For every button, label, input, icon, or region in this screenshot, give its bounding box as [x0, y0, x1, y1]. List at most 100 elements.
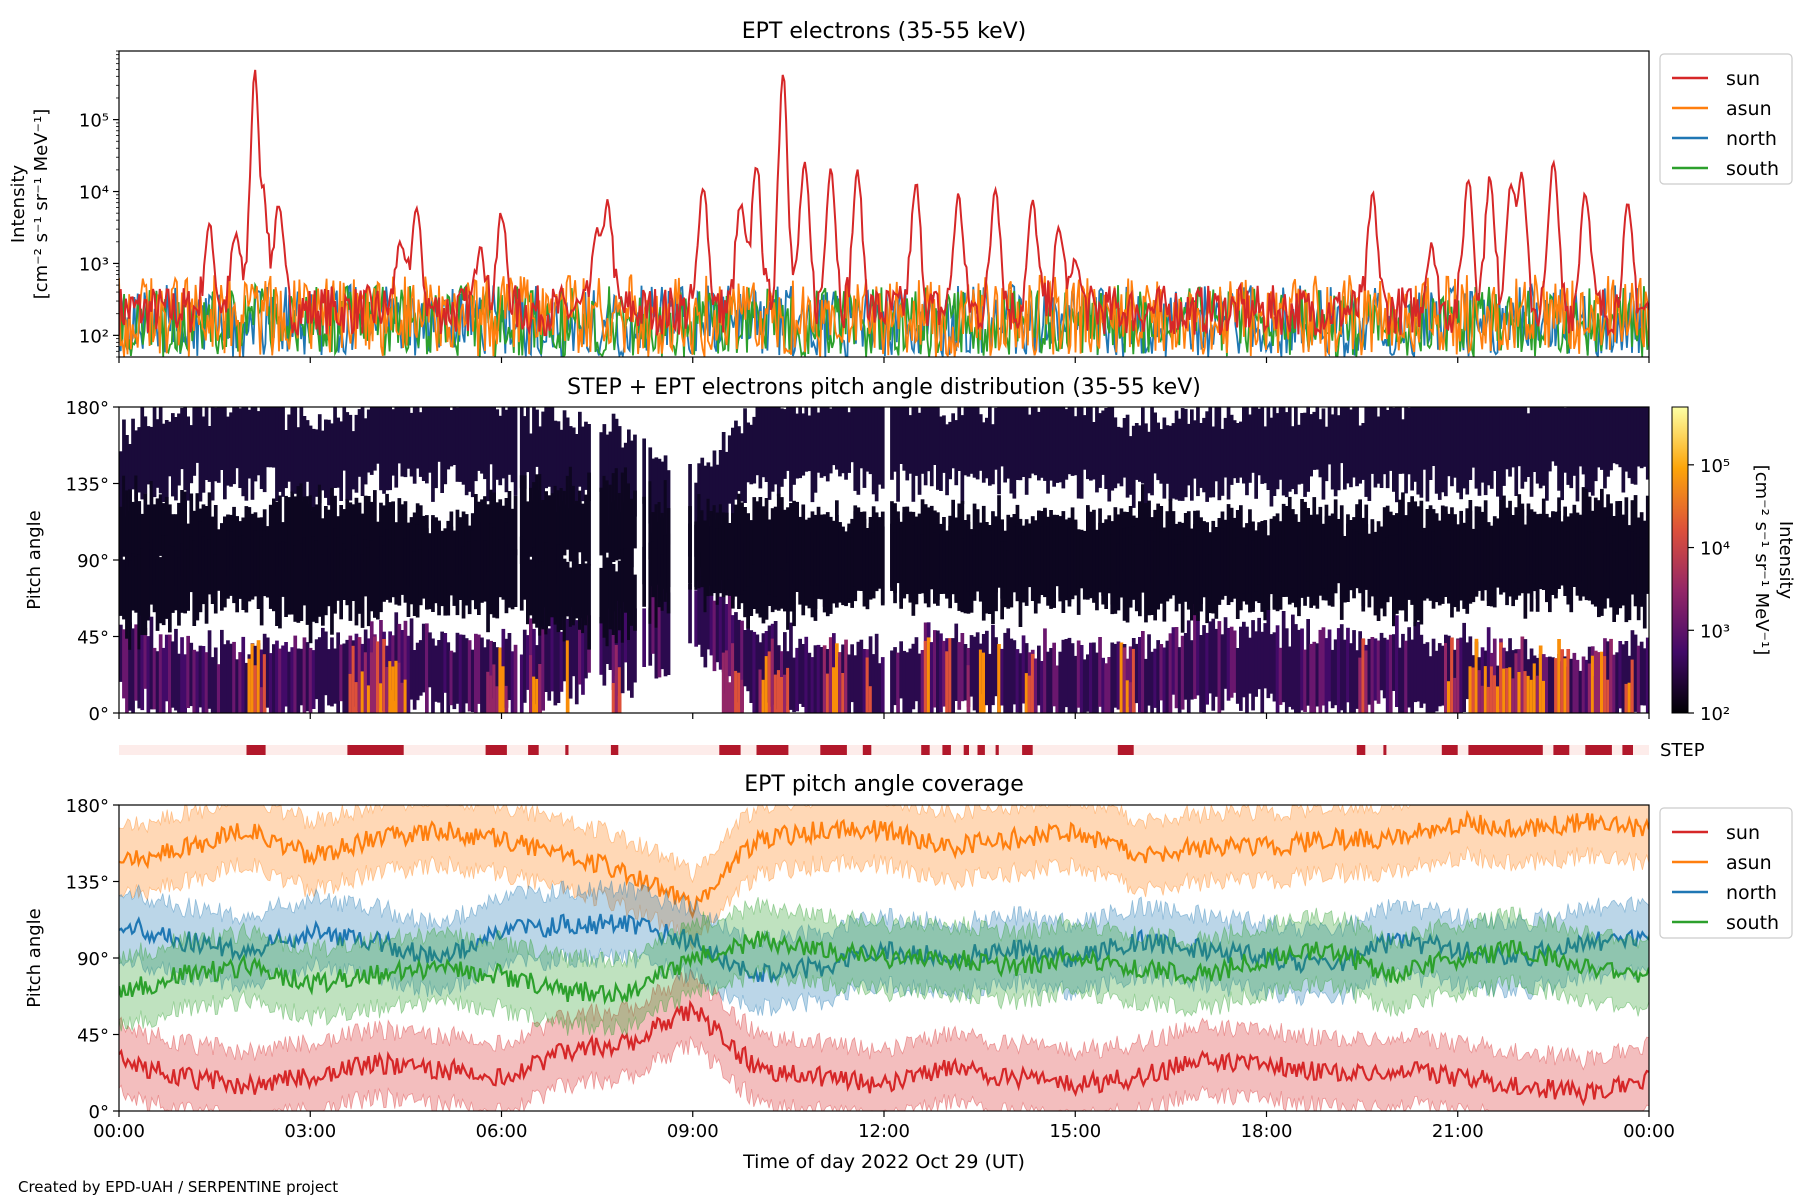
pad-cell — [1379, 632, 1384, 691]
pad-cell — [850, 644, 854, 703]
step-on-interval — [1383, 745, 1387, 755]
pad-step-cell — [1541, 680, 1546, 713]
pad-cell — [1159, 644, 1164, 701]
pad-cell — [1076, 407, 1081, 499]
pad-cell — [369, 501, 374, 560]
pad-cell — [1193, 524, 1197, 616]
pad-panel: STEP + EPT electrons pitch angle distrib… — [24, 375, 1796, 725]
pad-cell — [1545, 513, 1549, 596]
pad-cell — [1174, 627, 1179, 709]
pad-cell — [1388, 634, 1393, 713]
pad-cell — [366, 638, 371, 713]
pad-cell — [1336, 415, 1341, 491]
pad-cell — [899, 528, 903, 609]
pad-cell — [1104, 663, 1108, 713]
pad-cell — [1147, 431, 1151, 494]
pad-cell — [1294, 407, 1298, 495]
pad-cell — [899, 407, 903, 464]
pad-cell — [1370, 521, 1375, 596]
pad-cell — [281, 645, 285, 713]
pad-cell — [1049, 648, 1053, 713]
pad-cell — [1015, 407, 1020, 480]
pad-cell — [1627, 407, 1632, 479]
pad-cell — [1401, 516, 1405, 611]
pad-cell — [902, 512, 907, 599]
pad-cell — [1003, 541, 1007, 608]
y-tick-label: 10⁴ — [79, 183, 109, 204]
pad-cell — [776, 407, 781, 497]
pad-cell — [1520, 503, 1525, 591]
pad-step-cell — [1505, 668, 1509, 713]
pad-cell — [299, 407, 304, 495]
pad-cell — [213, 505, 218, 591]
pad-step-cell — [841, 673, 845, 713]
pad-cell — [1272, 516, 1277, 609]
pad-cell — [709, 572, 714, 656]
pad-cell — [327, 419, 331, 506]
pad-cell — [822, 407, 827, 477]
pad-cell — [363, 418, 368, 485]
pad-step-cell — [835, 643, 839, 713]
pad-cell — [470, 530, 475, 601]
pad-panel-title: STEP + EPT electrons pitch angle distrib… — [567, 375, 1201, 400]
pad-cell — [966, 407, 971, 477]
pad-cell — [975, 632, 980, 713]
pad-step-cell — [1492, 675, 1497, 713]
pad-cell — [1321, 524, 1326, 589]
pad-cell — [290, 647, 295, 713]
pad-cell — [1223, 417, 1228, 478]
step-on-interval — [963, 745, 969, 755]
pad-cell — [727, 590, 732, 677]
pad-cell — [1263, 525, 1268, 621]
pad-cell — [1006, 550, 1011, 609]
pad-cell — [317, 541, 322, 617]
pad-cell — [183, 654, 187, 713]
pad-cell — [1134, 423, 1139, 480]
pad-cell — [1229, 414, 1234, 485]
pad-cell — [532, 547, 536, 624]
pad-cell — [1318, 629, 1323, 713]
pad-cell — [1367, 638, 1372, 705]
pad-cell — [602, 614, 607, 686]
pad-cell — [1278, 647, 1283, 705]
pad-cell — [1055, 528, 1060, 587]
pad-step-cell — [379, 683, 383, 713]
pad-cell — [302, 496, 307, 559]
pad-cell — [1474, 530, 1479, 597]
pad-step-cell — [978, 649, 983, 713]
pad-cell — [1052, 642, 1056, 707]
y-tick-label: 0° — [89, 1102, 109, 1123]
pad-cell — [657, 539, 662, 608]
pad-cell — [220, 629, 224, 713]
pad-cell — [1037, 411, 1041, 481]
pad-cell — [256, 517, 261, 581]
pad-cell — [620, 472, 625, 561]
pad-cell — [305, 642, 310, 712]
intensity-ylabel-units: [cm⁻² s⁻¹ sr⁻¹ MeV⁻¹] — [31, 109, 52, 300]
pad-cell — [804, 519, 809, 605]
pad-cell — [789, 407, 793, 502]
y-tick-label: 135° — [66, 873, 109, 894]
pad-cell — [128, 489, 132, 567]
pad-cell — [1223, 519, 1228, 596]
pad-cell — [1174, 544, 1179, 612]
pad-step-cell — [1027, 675, 1032, 713]
pad-cell — [951, 638, 955, 713]
pad-step-cell — [504, 685, 509, 713]
pad-cell — [727, 523, 732, 580]
pad-step-cell — [1444, 643, 1448, 713]
pad-cell — [547, 407, 552, 487]
pad-cell — [262, 407, 267, 493]
pad-step-cell — [825, 673, 830, 713]
pad-cell — [1021, 407, 1026, 477]
pad-cell — [143, 548, 148, 636]
pad-cell — [247, 409, 252, 479]
pad-cell — [988, 530, 992, 614]
pad-cell — [412, 407, 417, 484]
pad-cell — [663, 535, 668, 602]
pad-cell — [1327, 629, 1332, 702]
pad-cell — [1450, 407, 1454, 487]
pad-cell — [1037, 645, 1041, 706]
pad-cell — [1370, 637, 1375, 713]
pad-cell — [617, 560, 622, 631]
